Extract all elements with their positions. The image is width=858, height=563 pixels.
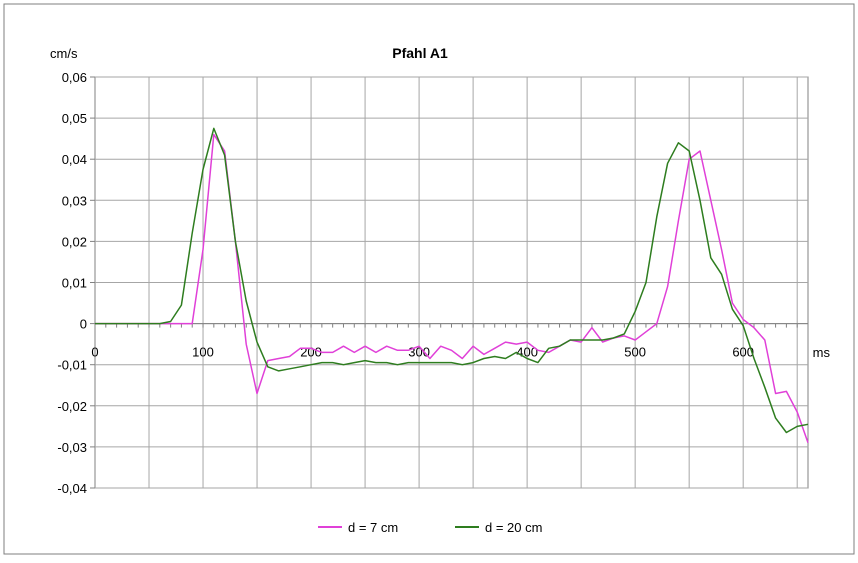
y-tick-label: 0,03 [62, 193, 87, 208]
x-tick-label: 600 [732, 345, 754, 360]
y-tick-label: 0,01 [62, 276, 87, 291]
y-tick-label: 0,05 [62, 111, 87, 126]
series-layer [95, 127, 809, 444]
x-axis-label: ms [813, 345, 831, 360]
series-line-1 [95, 133, 809, 444]
grid-layer [94, 76, 809, 489]
legend-label-2: d = 20 cm [485, 520, 542, 535]
x-tick-label: 500 [624, 345, 646, 360]
legend: d = 7 cm d = 20 cm [318, 520, 542, 535]
chart-border [3, 3, 855, 555]
y-tick-label: 0,02 [62, 234, 87, 249]
x-tick-label: 200 [300, 345, 322, 360]
y-axis-label: cm/s [50, 46, 78, 61]
y-tick-label: -0,04 [57, 481, 87, 496]
series-line-2 [95, 127, 809, 434]
y-tick-label: 0,06 [62, 70, 87, 85]
y-tick-label: -0,02 [57, 399, 87, 414]
legend-label-1: d = 7 cm [348, 520, 398, 535]
axis-layer: -0,04 -0,03 -0,02 -0,01 0 0,01 0,02 0,03 0,04 0,0… [57, 70, 809, 496]
x-tick-label: 0 [91, 345, 98, 360]
x-tick-label: 400 [516, 345, 538, 360]
y-tick-label: 0 [80, 317, 87, 332]
y-tick-label: -0,03 [57, 440, 87, 455]
y-tick-label: -0,01 [57, 358, 87, 373]
y-tick-label: 0,04 [62, 152, 87, 167]
chart-title: Pfahl A1 [392, 45, 448, 61]
x-tick-label: 100 [192, 345, 214, 360]
